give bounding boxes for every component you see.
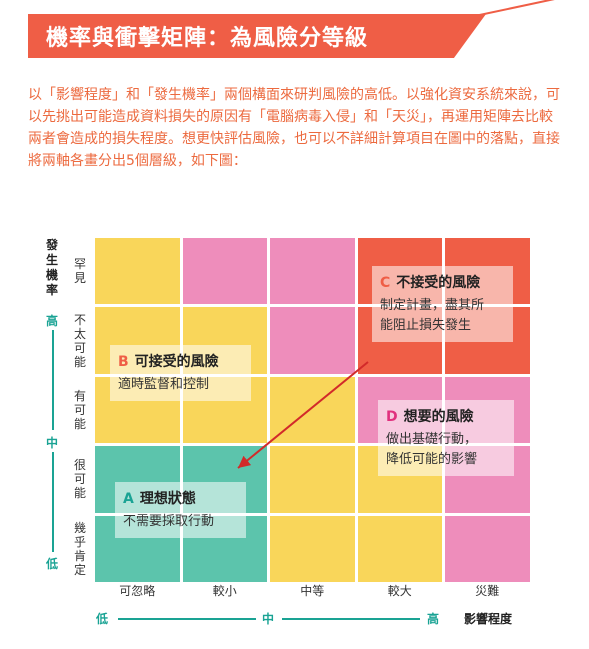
- y-axis-title: 發生機率: [45, 238, 58, 297]
- zone-c-title: C 不接受的風險: [380, 272, 505, 292]
- zone-a-title: A 理想狀態: [123, 488, 238, 508]
- matrix-cell: [270, 446, 355, 513]
- zone-d-box: D 想要的風險 做出基礎行動， 降低可能的影響: [378, 400, 514, 476]
- page-title: 機率與衝擊矩陣：為風險分等級: [46, 26, 369, 51]
- x-axis-tick: 可忽略: [119, 584, 156, 598]
- y-axis-tick: 罕見: [73, 257, 86, 286]
- zone-c-title-text: 不接受的風險: [396, 275, 481, 291]
- zone-d-title: D 想要的風險: [386, 406, 506, 426]
- x-axis-tick: 較大: [387, 584, 412, 598]
- zone-d-desc-line: 做出基礎行動，: [386, 432, 478, 447]
- zone-c-letter: C: [380, 275, 391, 291]
- intro-paragraph: 以「影響程度」和「發生機率」兩個構面來研判風險的高低。以強化資安系統來說，可以先…: [28, 87, 560, 169]
- matrix-cell: [270, 238, 355, 305]
- x-axis-line-left: [118, 618, 256, 620]
- zone-b-desc-line: 適時監督和控制: [118, 377, 210, 392]
- matrix-cell: [270, 307, 355, 374]
- x-axis-low-mark: 低: [96, 612, 109, 626]
- zone-b-title: B 可接受的風險: [118, 351, 243, 371]
- zone-c-desc: 制定計畫，盡其所 能阻止損失發生: [380, 296, 505, 336]
- y-axis-line-upper: [52, 330, 54, 430]
- zone-a-desc-line: 不需要採取行動: [123, 514, 215, 529]
- zone-d-desc: 做出基礎行動， 降低可能的影響: [386, 430, 506, 470]
- x-axis-title: 影響程度: [464, 612, 513, 626]
- matrix-cell: [357, 515, 442, 582]
- x-axis-line-right: [282, 618, 420, 620]
- y-axis-high-mark: 高: [46, 314, 59, 328]
- zone-d-title-text: 想要的風險: [403, 409, 474, 425]
- matrix-cell: [445, 515, 530, 582]
- y-axis-tick: 有可能: [73, 389, 86, 431]
- matrix-cell: [270, 515, 355, 582]
- zone-a-letter: A: [123, 491, 134, 507]
- y-axis-mid-mark: 中: [46, 436, 59, 450]
- y-axis-tick: 幾乎肯定: [73, 520, 86, 577]
- zone-b-box: B 可接受的風險 適時監督和控制: [110, 345, 251, 401]
- matrix-cell: [182, 238, 267, 305]
- x-axis-tick: 較小: [212, 584, 237, 598]
- y-axis-line-lower: [52, 452, 54, 552]
- y-axis-tick: 不太可能: [73, 312, 86, 369]
- zone-c-desc-line: 能阻止損失發生: [380, 318, 472, 333]
- x-axis-tick: 災難: [475, 584, 500, 598]
- zone-b-desc: 適時監督和控制: [118, 375, 243, 395]
- matrix-cell: [95, 238, 180, 305]
- matrix-cell: [270, 376, 355, 444]
- zone-a-box: A 理想狀態 不需要採取行動: [115, 482, 246, 538]
- y-axis-tick: 很可能: [73, 458, 86, 501]
- zone-d-desc-line: 降低可能的影響: [386, 452, 478, 467]
- x-axis-mid-mark: 中: [262, 612, 275, 626]
- x-axis-tick: 中等: [300, 584, 325, 598]
- zone-d-letter: D: [386, 409, 398, 425]
- title-banner: [28, 14, 486, 58]
- zone-c-box: C 不接受的風險 制定計畫，盡其所 能阻止損失發生: [372, 266, 513, 342]
- zone-b-title-text: 可接受的風險: [134, 354, 219, 370]
- x-axis-high-mark: 高: [427, 612, 440, 626]
- zone-a-desc: 不需要採取行動: [123, 512, 238, 532]
- y-axis-low-mark: 低: [46, 557, 59, 571]
- zone-b-letter: B: [118, 354, 129, 370]
- zone-c-desc-line: 制定計畫，盡其所: [380, 298, 485, 313]
- zone-a-title-text: 理想狀態: [139, 491, 196, 507]
